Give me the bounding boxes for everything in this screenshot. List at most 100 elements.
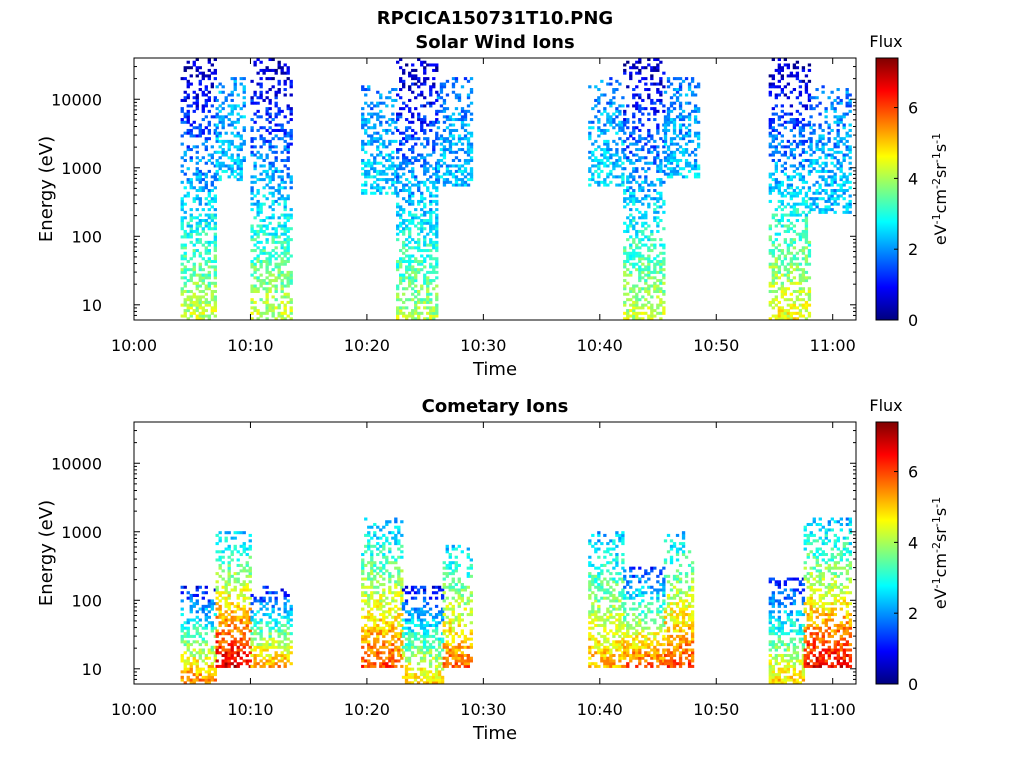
heatmap-cell: [666, 112, 671, 116]
heatmap-cell: [180, 591, 184, 595]
heatmap-cell: [417, 58, 421, 62]
heatmap-cell: [271, 150, 275, 154]
heatmap-cell: [221, 637, 225, 641]
heatmap-cell: [195, 670, 199, 674]
heatmap-cell: [678, 85, 683, 89]
heatmap-cell: [230, 153, 234, 157]
heatmap-cell: [417, 221, 421, 225]
heatmap-cell: [195, 287, 199, 291]
heatmap-cell: [289, 317, 293, 320]
heatmap-cell: [662, 199, 666, 203]
heatmap-cell: [626, 197, 630, 201]
heatmap-cell: [195, 216, 199, 220]
heatmap-cell: [376, 634, 380, 638]
heatmap-cell: [271, 309, 275, 313]
heatmap-cell: [373, 131, 377, 135]
heatmap-cell: [798, 175, 803, 179]
heatmap-cell: [836, 131, 840, 135]
heatmap-cell: [370, 648, 374, 652]
heatmap-cell: [798, 128, 803, 132]
heatmap-cell: [804, 180, 809, 184]
heatmap-cell: [786, 309, 791, 313]
heatmap-cell: [218, 82, 222, 86]
heatmap-cell: [207, 191, 211, 195]
heatmap-cell: [204, 626, 208, 630]
heatmap-cell: [426, 287, 430, 291]
heatmap-cell: [201, 186, 205, 190]
heatmap-cell: [442, 180, 447, 184]
heatmap-cell: [286, 235, 290, 239]
heatmap-cell: [408, 158, 412, 163]
heatmap-cell: [286, 637, 290, 641]
heatmap-cell: [370, 134, 374, 138]
heatmap-cell: [259, 634, 263, 638]
heatmap-cell: [798, 298, 803, 302]
heatmap-cell: [192, 662, 196, 666]
heatmap-cell: [432, 194, 436, 198]
heatmap-cell: [253, 175, 257, 179]
heatmap-cell: [286, 213, 290, 217]
heatmap-cell: [283, 240, 287, 244]
heatmap-cell: [812, 199, 816, 203]
heatmap-cell: [204, 585, 208, 589]
heatmap-cell: [213, 257, 217, 261]
heatmap-cell: [603, 161, 607, 165]
heatmap-cell: [367, 158, 371, 163]
heatmap-cell: [659, 98, 663, 102]
heatmap-cell: [436, 169, 441, 173]
heatmap-cell: [423, 205, 427, 209]
heatmap-cell: [669, 156, 674, 160]
heatmap-cell: [417, 137, 421, 141]
heatmap-cell: [408, 219, 412, 223]
heatmap-cell: [436, 93, 441, 97]
heatmap-cell: [201, 243, 205, 247]
heatmap-cell: [426, 186, 430, 190]
heatmap-cell: [830, 148, 834, 152]
heatmap-cell: [644, 169, 648, 173]
heatmap-cell: [218, 161, 222, 165]
heatmap-cell: [783, 126, 788, 130]
heatmap-cell: [687, 164, 692, 168]
heatmap-cell: [283, 251, 287, 255]
heatmap-cell: [771, 289, 775, 294]
heatmap-cell: [789, 303, 794, 307]
heatmap-cell: [201, 314, 205, 318]
heatmap-cell: [815, 191, 819, 195]
heatmap-cell: [693, 115, 698, 119]
heatmap-cell: [451, 158, 456, 163]
heatmap-cell: [271, 169, 275, 173]
heatmap-cell: [451, 142, 456, 146]
heatmap-cell: [242, 637, 246, 641]
heatmap-cell: [207, 158, 211, 163]
heatmap-cell: [435, 292, 439, 296]
heatmap-cell: [411, 161, 415, 165]
heatmap-cell: [195, 194, 199, 198]
heatmap-cell: [224, 596, 228, 600]
heatmap-cell: [650, 249, 654, 253]
heatmap-cell: [207, 221, 211, 225]
heatmap-cell: [192, 311, 196, 315]
heatmap-cell: [268, 270, 272, 274]
heatmap-cell: [653, 189, 657, 193]
heatmap-cell: [385, 621, 389, 625]
heatmap-cell: [768, 118, 772, 122]
heatmap-cell: [379, 618, 383, 622]
heatmap-cell: [641, 270, 645, 274]
heatmap-cell: [809, 96, 813, 100]
heatmap-cell: [457, 167, 462, 171]
heatmap-cell: [641, 276, 645, 280]
heatmap-cell: [239, 588, 243, 592]
heatmap-cell: [632, 88, 636, 92]
heatmap-cell: [411, 219, 415, 223]
heatmap-cell: [653, 289, 657, 294]
heatmap-cell: [283, 208, 287, 212]
heatmap-cell: [629, 213, 633, 217]
heatmap-cell: [379, 536, 383, 540]
heatmap-cell: [768, 238, 772, 242]
heatmap-cell: [417, 238, 421, 242]
heatmap-cell: [186, 298, 190, 302]
heatmap-cell: [233, 637, 237, 641]
heatmap-cell: [218, 90, 222, 94]
heatmap-cell: [382, 632, 386, 636]
heatmap-cell: [830, 128, 834, 132]
